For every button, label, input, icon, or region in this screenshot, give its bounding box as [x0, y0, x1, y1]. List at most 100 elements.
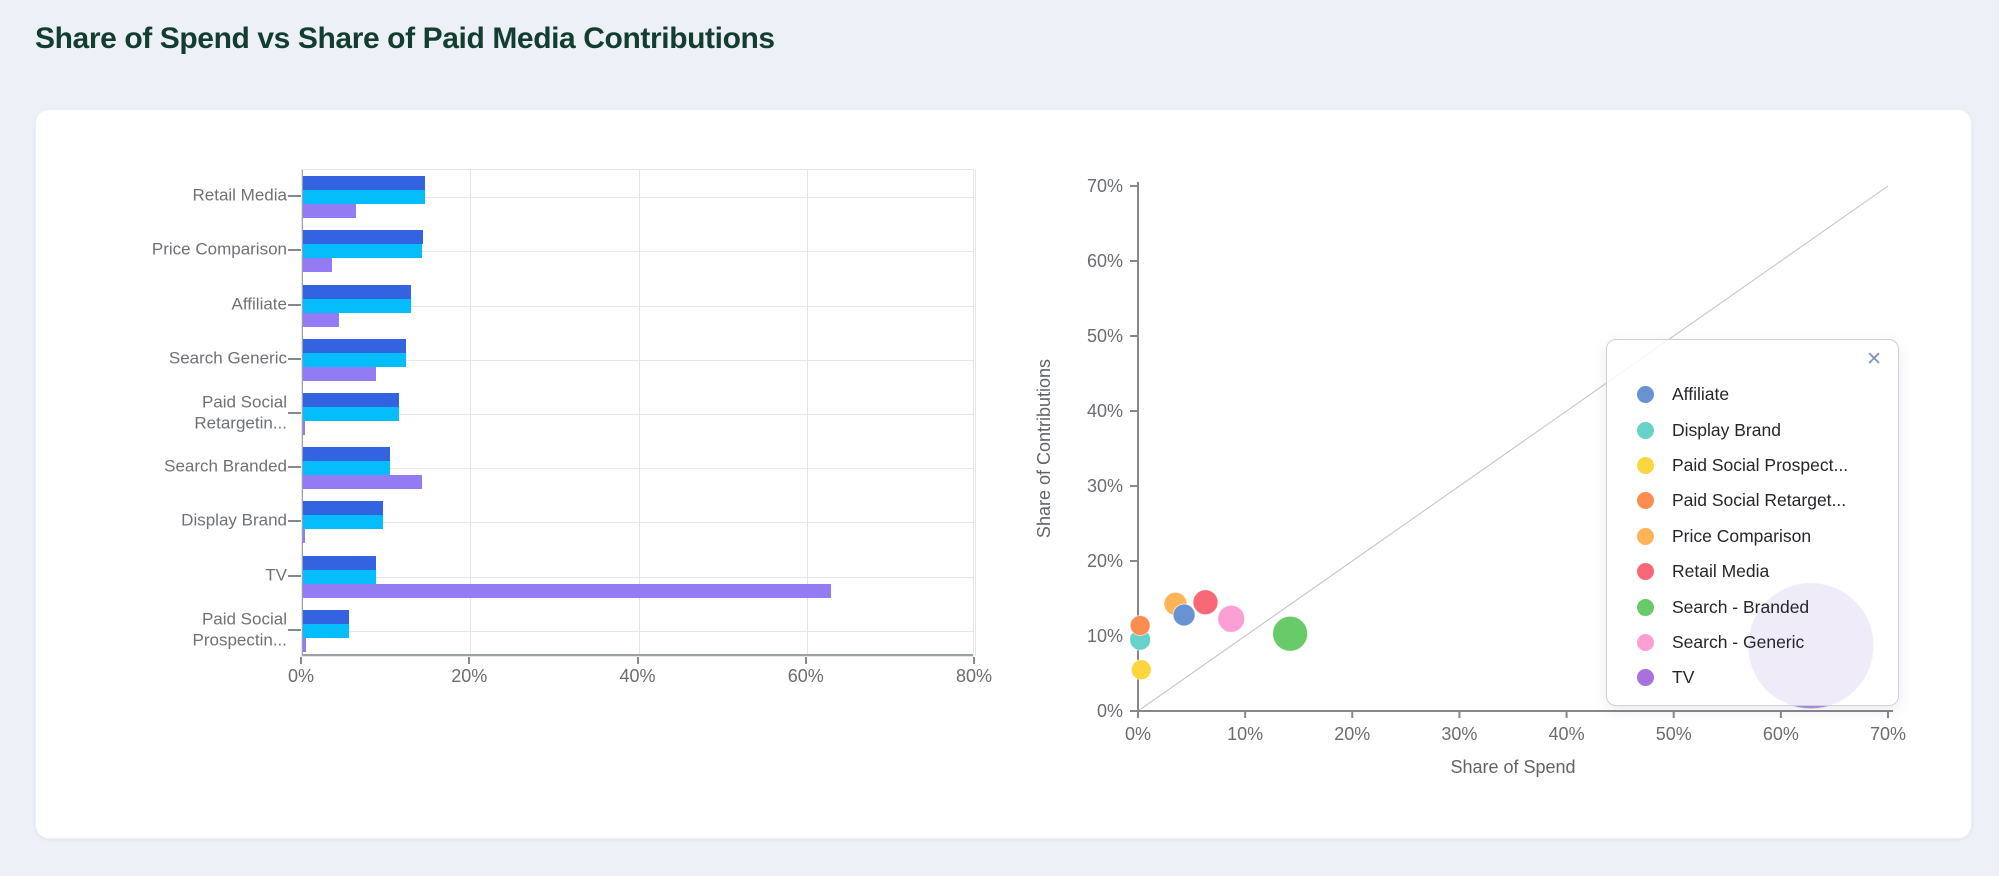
bar-spend-purple-tv[interactable]	[303, 583, 832, 598]
bar-x-tick-label: 20%	[451, 666, 488, 686]
scatter-point-search-branded[interactable]	[1272, 615, 1309, 652]
scatter-point-paid-social-prospect[interactable]	[1130, 659, 1152, 681]
bar-category-gridline	[302, 359, 973, 361]
legend-item-display-brand[interactable]: Display Brand	[1637, 412, 1898, 447]
bar-contribution-blue-retail-media[interactable]	[303, 176, 425, 191]
scatter-y-tick-label: 70%	[1087, 176, 1123, 196]
bar-x-tick-label: 60%	[787, 666, 824, 686]
bar-category-tick	[288, 195, 301, 198]
bar-x-tick-label: 40%	[619, 666, 656, 686]
bar-contribution-blue-price-comparison[interactable]	[303, 230, 424, 245]
bar-contribution-blue-display-brand[interactable]	[303, 501, 383, 516]
legend-item-label: Affiliate	[1672, 384, 1730, 405]
bar-x-gridline	[806, 170, 808, 656]
bar-contribution-cyan-paid-social-prospectin[interactable]	[303, 623, 350, 638]
legend-item-label: Price Comparison	[1672, 525, 1812, 546]
legend-item-retail-media[interactable]: Retail Media	[1637, 554, 1898, 589]
bar-category-tick	[288, 628, 301, 631]
bar-contribution-blue-affiliate[interactable]	[303, 284, 411, 299]
bar-spend-purple-retail-media[interactable]	[303, 204, 356, 219]
bar-category-label-search-branded: Search Branded	[164, 456, 287, 476]
bar-contribution-cyan-tv[interactable]	[303, 569, 377, 584]
bar-category-gridline	[302, 251, 973, 253]
bar-category-gridline	[302, 197, 973, 199]
scatter-x-tick-label: 40%	[1549, 724, 1585, 744]
bar-contribution-blue-search-branded[interactable]	[303, 447, 390, 462]
legend-item-label: Retail Media	[1672, 561, 1770, 582]
bar-category-label-paid-social-prospectin: Paid Social Prospectin...	[192, 609, 288, 649]
legend-item-paid-social-prospect[interactable]: Paid Social Prospect...	[1637, 448, 1898, 483]
bar-x-tick	[468, 657, 471, 664]
bar-contribution-cyan-search-branded[interactable]	[303, 461, 390, 476]
bar-axis-left	[302, 170, 303, 656]
legend-color-dot-search-generic	[1637, 633, 1654, 651]
bar-category-label-retail-media: Retail Media	[192, 185, 288, 205]
bar-contribution-cyan-search-generic[interactable]	[303, 352, 407, 367]
bar-category-tick	[288, 357, 301, 360]
scatter-x-axis-title: Share of Spend	[1450, 757, 1575, 777]
legend-color-dot-affiliate	[1637, 386, 1654, 404]
bar-category-tick	[288, 412, 301, 414]
bar-spend-purple-display-brand[interactable]	[303, 529, 305, 544]
chart-card: 0% 20% 40% 60% 80% Retail Media Price Comparis…	[35, 109, 1972, 839]
scatter-x-tick-label: 50%	[1656, 724, 1692, 744]
bar-chart: 0% 20% 40% 60% 80% Retail Media Price Comparis…	[36, 110, 1036, 840]
scatter-point-paid-social-retarget[interactable]	[1129, 615, 1151, 636]
bar-category-label-search-generic: Search Generic	[168, 348, 287, 368]
bar-contribution-cyan-paid-social-retargetin[interactable]	[303, 407, 399, 421]
legend-item-tv[interactable]: TV	[1637, 660, 1898, 695]
bar-chart-plot-area	[301, 169, 976, 657]
bar-x-gridline	[470, 170, 472, 656]
legend-item-affiliate[interactable]: Affiliate	[1637, 377, 1898, 412]
scatter-y-tick-label: 20%	[1087, 551, 1123, 571]
bar-spend-purple-search-generic[interactable]	[303, 366, 377, 381]
legend-item-label: TV	[1672, 667, 1695, 688]
scatter-y-tick-label: 40%	[1087, 401, 1123, 421]
bar-category-label-display-brand: Display Brand	[181, 511, 287, 531]
legend-item-paid-social-retarget[interactable]: Paid Social Retarget...	[1637, 483, 1898, 518]
legend-item-search-generic[interactable]: Search - Generic	[1637, 625, 1898, 660]
scatter-legend: ✕ Affiliate Display Brand Paid Social Pros…	[1606, 339, 1899, 706]
scatter-y-axis-title: Share of Contributions	[1034, 359, 1054, 538]
bar-contribution-cyan-price-comparison[interactable]	[303, 244, 423, 259]
legend-close-icon[interactable]: ✕	[1866, 349, 1882, 370]
bar-contribution-cyan-display-brand[interactable]	[303, 515, 383, 530]
bar-category-label-paid-social-retargetin: Paid Social Retargetin...	[194, 392, 287, 432]
bar-spend-purple-search-branded[interactable]	[303, 475, 423, 490]
scatter-y-tick-label: 50%	[1087, 326, 1123, 346]
bar-x-tick	[636, 657, 639, 664]
page-title: Share of Spend vs Share of Paid Media Co…	[35, 22, 775, 55]
scatter-y-tick-label: 60%	[1087, 251, 1123, 271]
bar-contribution-blue-paid-social-prospectin[interactable]	[303, 609, 350, 624]
bar-contribution-cyan-retail-media[interactable]	[303, 190, 425, 205]
bar-category-tick	[288, 249, 301, 252]
scatter-point-retail-media[interactable]	[1192, 589, 1219, 616]
bar-x-gridline	[975, 170, 976, 656]
bar-spend-purple-paid-social-retargetin[interactable]	[303, 421, 305, 435]
legend-item-label: Search - Branded	[1672, 596, 1810, 617]
scatter-y-tick-label: 0%	[1097, 701, 1123, 721]
bar-category-tick	[288, 520, 301, 523]
legend-item-search-branded[interactable]: Search - Branded	[1637, 589, 1898, 624]
bar-contribution-blue-tv[interactable]	[303, 555, 377, 570]
scatter-x-tick-label: 60%	[1763, 724, 1799, 744]
bar-spend-purple-paid-social-prospectin[interactable]	[303, 637, 306, 652]
bar-contribution-blue-paid-social-retargetin[interactable]	[303, 393, 399, 407]
scatter-x-tick-label: 10%	[1227, 724, 1263, 744]
bar-x-tick	[804, 657, 807, 664]
bar-category-gridline	[302, 522, 973, 524]
legend-item-price-comparison[interactable]: Price Comparison	[1637, 519, 1898, 554]
bar-category-tick	[288, 466, 301, 469]
legend-color-dot-display-brand	[1637, 421, 1654, 439]
bar-contribution-blue-search-generic[interactable]	[303, 338, 407, 353]
bar-contribution-cyan-affiliate[interactable]	[303, 298, 411, 313]
bar-category-gridline	[302, 414, 973, 415]
bar-spend-purple-price-comparison[interactable]	[303, 258, 333, 273]
scatter-point-affiliate[interactable]	[1172, 603, 1196, 627]
scatter-x-tick-label: 0%	[1125, 724, 1151, 744]
scatter-point-search-generic[interactable]	[1217, 604, 1246, 633]
scatter-x-tick-label: 20%	[1334, 724, 1370, 744]
legend-item-label: Paid Social Retarget...	[1672, 490, 1847, 511]
legend-item-label: Paid Social Prospect...	[1672, 454, 1849, 475]
bar-spend-purple-affiliate[interactable]	[303, 312, 340, 327]
